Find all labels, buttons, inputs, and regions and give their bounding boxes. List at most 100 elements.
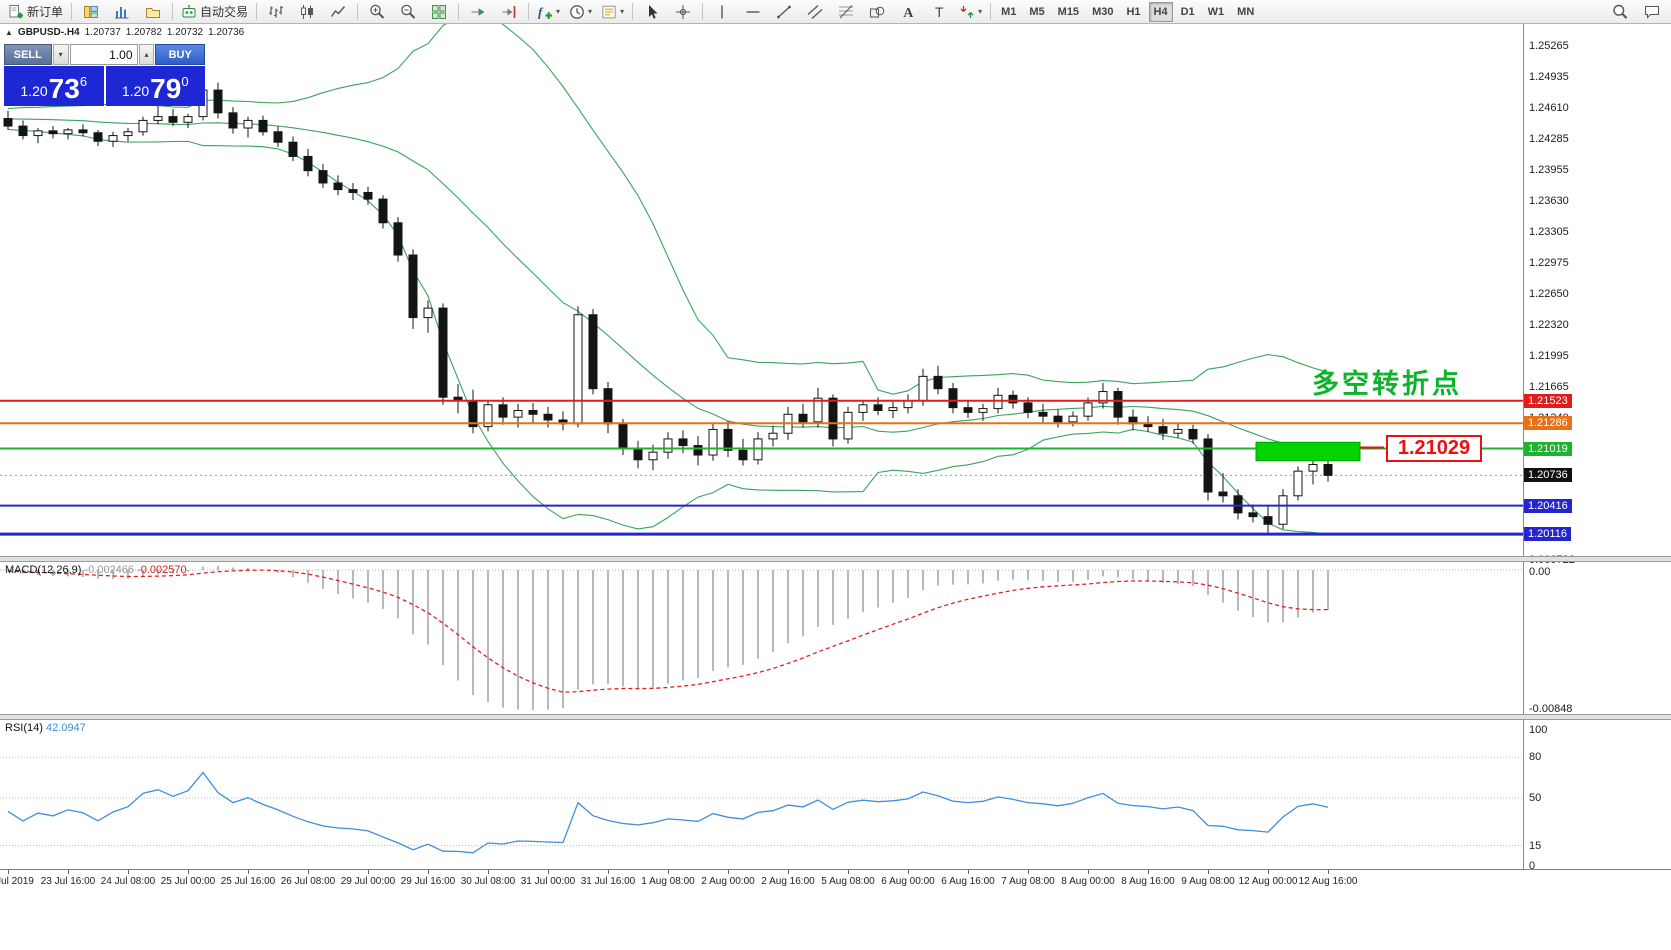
chart-shift-icon [502, 5, 516, 18]
timeframe-m5-button[interactable]: M5 [1029, 5, 1045, 18]
time-axis-label: 29 Jul 00:00 [340, 876, 396, 887]
svg-text:f: f [538, 4, 544, 19]
candlestick-chart-button[interactable] [292, 1, 322, 23]
timeframe-m1-button[interactable]: M1 [1001, 5, 1017, 18]
text-button[interactable]: A [893, 1, 923, 23]
turning-point-box[interactable] [1255, 441, 1361, 462]
chat-icon [1645, 5, 1659, 19]
chart-shift-button[interactable] [494, 1, 524, 23]
vertical-line-button[interactable] [707, 1, 737, 23]
rsi-line [7, 771, 1329, 854]
time-axis-tick [728, 870, 729, 874]
timeframe-h4-button[interactable]: H4 [1148, 1, 1173, 22]
search-icon [1613, 4, 1628, 19]
search-button[interactable] [1605, 1, 1635, 23]
label-button[interactable]: T [924, 1, 954, 23]
price-axis-label: 1.22975 [1529, 257, 1569, 270]
equidistant-channel-button[interactable] [800, 1, 830, 23]
price-axis-label: 1.24610 [1529, 102, 1569, 115]
sell-button[interactable]: SELL [4, 44, 52, 65]
time-axis-label: 12 Aug 00:00 [1238, 876, 1298, 887]
zoom-out-button[interactable] [393, 1, 423, 23]
macd-panel-resizer[interactable] [0, 556, 1671, 562]
macd-panel[interactable] [0, 562, 1523, 714]
crosshair-button[interactable] [668, 1, 698, 23]
buy-button[interactable]: BUY [155, 44, 206, 65]
time-axis-label: 12 Aug 16:00 [1298, 876, 1358, 887]
shapes-icon [870, 6, 885, 17]
arrows-button[interactable]: ▾ [955, 1, 986, 23]
toolbar-right-group [1605, 1, 1667, 23]
price-axis-label: 1.21665 [1529, 381, 1569, 394]
tile-windows-button[interactable] [424, 1, 454, 23]
chevron-down-icon: ▾ [620, 7, 625, 16]
line-chart-button[interactable] [323, 1, 353, 23]
new-order-button[interactable]: 新订单 [4, 1, 67, 23]
volume-input[interactable] [69, 44, 138, 65]
vline-icon [721, 5, 723, 18]
price-level-tag: 1.20116 [1524, 527, 1571, 542]
auto-scroll-button[interactable] [463, 1, 493, 23]
price-level-tag: 1.21523 [1524, 393, 1572, 408]
trendline-button[interactable] [769, 1, 799, 23]
candles [3, 82, 1333, 533]
volume-decrease-button[interactable]: ▾ [52, 44, 69, 65]
timeframe-w1-button[interactable]: W1 [1207, 5, 1225, 18]
time-axis-tick [428, 870, 429, 874]
rsi-panel[interactable] [0, 720, 1523, 868]
macd-indicator-label: MACD(12,26,9) -0.002466 -0.002570 [5, 564, 187, 576]
timeframe-d1-button[interactable]: D1 [1180, 5, 1195, 18]
macd-signal-line [7, 569, 1328, 693]
timeframe-m15-button[interactable]: M15 [1057, 5, 1080, 18]
navigator-button[interactable] [138, 1, 168, 23]
price-axis[interactable]: 1.25265 1.24935 1.24610 1.24285 1.23955 1.236… [1523, 24, 1671, 872]
time-axis-tick [1088, 870, 1089, 874]
price-chart[interactable] [0, 24, 1523, 556]
level-lines[interactable] [0, 399, 1523, 536]
periods-button[interactable]: ▾ [565, 1, 596, 23]
candles-chart-icon [301, 4, 314, 19]
channel-icon [807, 4, 823, 19]
sell-price-big: 73 [48, 73, 80, 105]
rsi-axis-label: 0 [1529, 860, 1536, 872]
trendline-icon [777, 5, 791, 18]
timeframe-mn-button[interactable]: MN [1237, 5, 1255, 18]
rsi-panel-resizer[interactable] [0, 714, 1671, 720]
toolbar-separator [71, 3, 73, 20]
buy-price-big: 79 [150, 73, 182, 105]
sell-price-panel[interactable]: 1.20 73 6 [4, 66, 104, 106]
volume-increase-button[interactable]: ▴ [138, 44, 155, 65]
time-axis-tick [368, 870, 369, 874]
fibonacci-button[interactable] [831, 1, 861, 23]
auto-scroll-icon [471, 7, 485, 16]
indicators-button[interactable]: f ▾ [533, 1, 564, 23]
toolbar-separator [632, 3, 634, 20]
svg-text:A: A [903, 6, 914, 20]
market-watch-button[interactable] [107, 1, 137, 23]
templates-button[interactable]: ▾ [597, 1, 628, 23]
community-button[interactable] [1637, 1, 1667, 23]
indicators-icon: f [538, 4, 553, 19]
one-click-toggle-icon[interactable]: ▲ [5, 28, 13, 37]
zoom-in-button[interactable] [362, 1, 392, 23]
price-level-tag: 1.21019 [1524, 441, 1572, 456]
rsi-axis-label: 50 [1529, 792, 1542, 804]
timeframe-m30-button[interactable]: M30 [1092, 5, 1114, 18]
timeframe-h1-button[interactable]: H1 [1126, 5, 1141, 18]
autotrading-label: 自动交易 [200, 5, 249, 19]
buy-price-panel[interactable]: 1.20 79 0 [105, 66, 205, 106]
time-axis[interactable]: 23 Jul 2019 23 Jul 16:00 24 Jul 08:00 25 Ju… [0, 869, 1671, 896]
shapes-button[interactable] [862, 1, 892, 23]
bar-chart-button[interactable] [261, 1, 291, 23]
toolbar-separator [990, 3, 992, 20]
horizontal-line-button[interactable] [738, 1, 768, 23]
profiles-button[interactable] [76, 1, 106, 23]
autotrading-button[interactable]: 自动交易 [177, 1, 252, 23]
time-axis-label: 25 Jul 16:00 [220, 876, 276, 887]
text-tool-icon: A [903, 6, 914, 20]
toolbar-separator [172, 3, 174, 20]
cursor-button[interactable] [637, 1, 667, 23]
time-axis-tick [488, 870, 489, 874]
